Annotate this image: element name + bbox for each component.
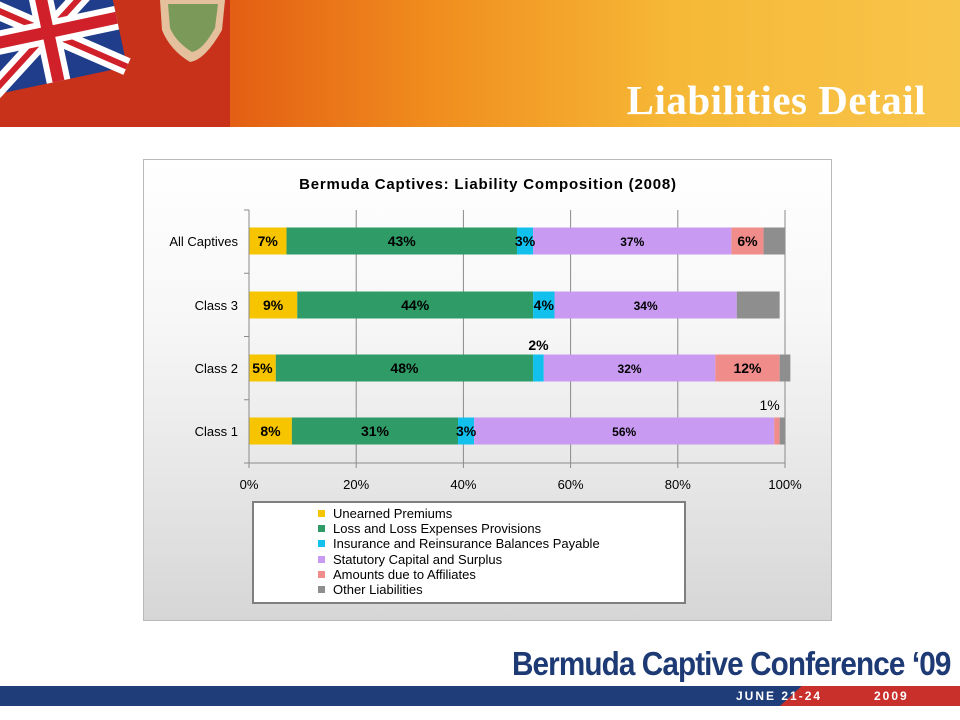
data-label: 4% (534, 297, 555, 313)
bar-segment (286, 227, 517, 255)
footer-bar (0, 686, 960, 706)
legend-label: Amounts due to Affiliates (333, 566, 476, 582)
category-label: Class 2 (195, 361, 238, 376)
category-label: Class 3 (195, 298, 238, 313)
data-label: 37% (620, 235, 644, 249)
footer-accent (780, 686, 960, 706)
legend-label: Unearned Premiums (333, 506, 453, 521)
data-label: 3% (515, 233, 536, 249)
flag-graphic (0, 0, 230, 127)
data-label: 48% (390, 360, 419, 376)
legend-swatch (318, 540, 325, 548)
data-label: 3% (456, 423, 477, 439)
bar-segment (249, 417, 292, 445)
bar-segment (779, 354, 791, 382)
data-label: 12% (733, 360, 762, 376)
x-tick-label: 60% (558, 477, 584, 492)
bar-segment (249, 354, 276, 382)
bar-segment (533, 227, 732, 255)
data-label: 2% (528, 337, 549, 353)
data-label: 31% (361, 423, 390, 439)
legend-swatch (318, 525, 325, 533)
data-label: 32% (618, 362, 642, 376)
bar-segment (779, 417, 785, 445)
data-label: 6% (737, 233, 758, 249)
legend-swatch (318, 555, 325, 563)
header-banner: Liabilities Detail (0, 0, 960, 127)
category-label: All Captives (169, 234, 238, 249)
footer-year: 2009 (874, 689, 909, 703)
legend-label: Loss and Loss Expenses Provisions (333, 521, 542, 537)
bar-segment (736, 291, 780, 319)
data-label: 8% (260, 423, 281, 439)
legend-swatch (318, 586, 325, 593)
bar-segment (763, 227, 785, 255)
legend-label: Insurance and Reinsurance Balances Payab… (333, 536, 600, 552)
bar-segment (533, 291, 555, 319)
x-tick-label: 20% (343, 477, 369, 492)
bar-segment (249, 227, 287, 255)
category-label: Class 1 (195, 424, 238, 439)
conference-logo: Bermuda Captive Conference ‘09 (512, 645, 960, 687)
legend-label: Other Liabilities (333, 582, 423, 597)
x-tick-label: 0% (240, 477, 259, 492)
data-label: 44% (401, 297, 430, 313)
data-label: 5% (252, 360, 273, 376)
bar-segment (474, 417, 775, 445)
bar-segment (517, 227, 534, 255)
bar-segment (297, 291, 534, 319)
chart-legend: Unearned Premiums Loss and Loss Expenses … (252, 501, 686, 604)
bar-segment (533, 354, 544, 382)
bar-segment (458, 417, 475, 445)
footer-dates: JUNE 21-24 (736, 689, 823, 703)
data-label: 34% (634, 299, 658, 313)
bar-segment (543, 354, 716, 382)
data-label: 1% (760, 397, 780, 413)
bar-segment (275, 354, 534, 382)
x-tick-label: 80% (665, 477, 691, 492)
data-label: 9% (263, 297, 284, 313)
legend-swatch (318, 570, 325, 578)
slide-title: Liabilities Detail (626, 77, 926, 123)
x-tick-label: 40% (450, 477, 476, 492)
chart-title: Bermuda Captives: Liability Composition … (299, 176, 677, 193)
conference-logo-text: Bermuda Captive Conference ‘09 (512, 645, 951, 682)
footer-strip (0, 706, 960, 720)
bar-segment (731, 227, 764, 255)
data-label: 43% (388, 233, 417, 249)
bar-segment (774, 417, 780, 445)
data-label: 56% (612, 425, 636, 439)
data-label: 7% (258, 233, 279, 249)
bar-segment (291, 417, 459, 445)
bar-segment (554, 291, 737, 319)
bar-segment (249, 291, 298, 319)
x-tick-label: 100% (768, 477, 802, 492)
bar-segment (715, 354, 780, 382)
legend-label: Statutory Capital and Surplus (333, 551, 503, 567)
legend-swatch (318, 510, 325, 517)
